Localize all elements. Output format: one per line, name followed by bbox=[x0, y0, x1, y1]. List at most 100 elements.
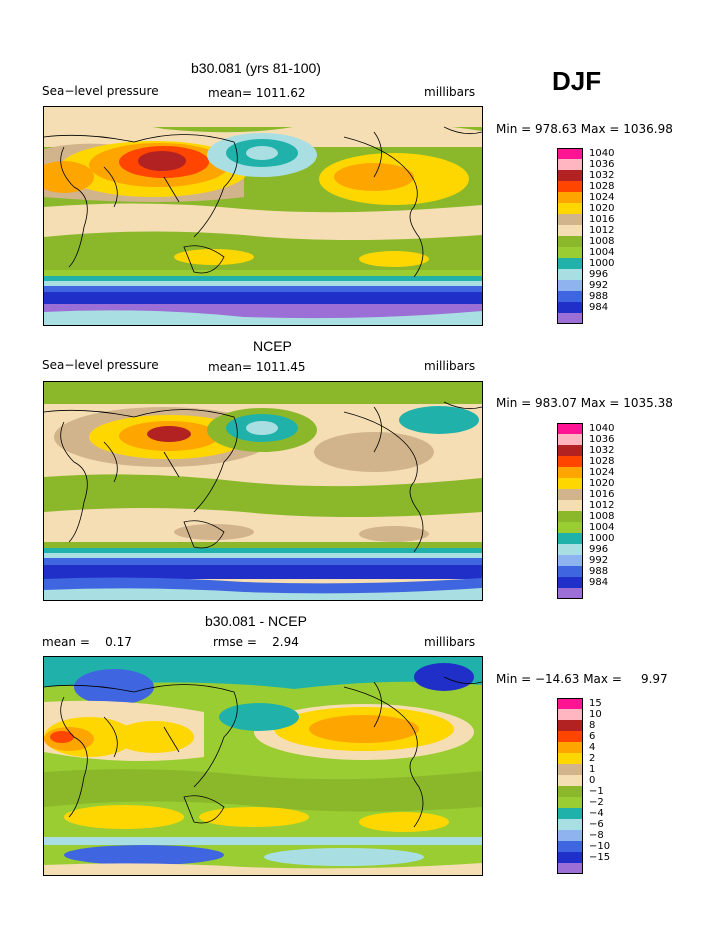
legend-label: −2 bbox=[589, 797, 604, 808]
legend-label: 1024 bbox=[589, 192, 615, 203]
legend-label: −8 bbox=[589, 830, 604, 841]
legend-swatch bbox=[557, 511, 583, 522]
legend-swatch bbox=[557, 445, 583, 456]
legend-label: 1036 bbox=[589, 159, 615, 170]
legend-row: 1028 bbox=[557, 181, 614, 192]
legend-row: −15 bbox=[557, 852, 610, 863]
legend-label: 1008 bbox=[589, 236, 615, 247]
legend-swatch bbox=[557, 456, 583, 467]
legend-row: −10 bbox=[557, 841, 610, 852]
legend-swatch bbox=[557, 489, 583, 500]
legend-swatch bbox=[557, 236, 583, 247]
legend-swatch bbox=[557, 192, 583, 203]
panel-2-s-high-2 bbox=[359, 526, 429, 542]
legend-swatch bbox=[557, 709, 583, 720]
legend-label: 15 bbox=[589, 698, 602, 709]
panel-2-asia-high-4 bbox=[147, 426, 191, 442]
legend-swatch bbox=[557, 269, 583, 280]
legend-label: 1004 bbox=[589, 522, 615, 533]
panel-1-band-s2 bbox=[44, 276, 482, 281]
legend-swatch bbox=[557, 841, 583, 852]
legend-row: 988 bbox=[557, 566, 614, 577]
legend-row: 1024 bbox=[557, 467, 614, 478]
legend-swatch bbox=[557, 819, 583, 830]
legend-swatch bbox=[557, 280, 583, 291]
legend-row: −6 bbox=[557, 819, 610, 830]
legend-row: 1012 bbox=[557, 500, 614, 511]
legend-label: 1020 bbox=[589, 203, 615, 214]
legend-label: 1 bbox=[589, 764, 596, 775]
panel-3-s-neg-1 bbox=[64, 845, 224, 865]
legend-swatch bbox=[557, 434, 583, 445]
legend-swatch bbox=[557, 214, 583, 225]
legend-row: 1 bbox=[557, 764, 610, 775]
panel-2-legend: 1040 1036 1032 1028 1024 1020 1016 1012 … bbox=[557, 423, 614, 599]
panel-3-minmax: Min = −14.63 Max = 9.97 bbox=[496, 672, 668, 686]
legend-swatch bbox=[557, 731, 583, 742]
legend-row: 4 bbox=[557, 742, 610, 753]
panel-2-units-label: millibars bbox=[424, 359, 476, 373]
panel-1-s-high-2 bbox=[359, 251, 429, 267]
panel-1-asia-high-4 bbox=[138, 151, 186, 171]
legend-row: 992 bbox=[557, 555, 614, 566]
legend-swatch bbox=[557, 786, 583, 797]
legend-swatch bbox=[557, 423, 583, 434]
panel-1-coastlines bbox=[44, 126, 482, 278]
legend-row: 1032 bbox=[557, 170, 614, 181]
legend-row: 1008 bbox=[557, 236, 614, 247]
legend-swatch bbox=[557, 742, 583, 753]
panel-1-subtrop-band bbox=[44, 203, 482, 240]
panel-2-map-svg bbox=[44, 382, 482, 600]
legend-label: 996 bbox=[589, 544, 609, 555]
legend-label: 10 bbox=[589, 709, 602, 720]
legend-label: 1028 bbox=[589, 181, 615, 192]
legend-swatch bbox=[557, 852, 583, 863]
legend-swatch bbox=[557, 753, 583, 764]
panel-3-coastlines bbox=[44, 676, 482, 828]
legend-label: 988 bbox=[589, 566, 609, 577]
panel-3-s-pos-2 bbox=[199, 807, 309, 827]
legend-swatch bbox=[557, 247, 583, 258]
legend-row: 988 bbox=[557, 291, 614, 302]
panel-1-units-label: millibars bbox=[424, 85, 476, 99]
legend-row: −2 bbox=[557, 797, 610, 808]
legend-swatch bbox=[557, 159, 583, 170]
legend-row: 1008 bbox=[557, 511, 614, 522]
panel-3-antarctic bbox=[44, 863, 482, 875]
panel-2-band-s5 bbox=[44, 565, 482, 579]
legend-row: 1040 bbox=[557, 423, 614, 434]
legend-swatch bbox=[557, 313, 583, 324]
legend-swatch bbox=[557, 544, 583, 555]
legend-row: 1004 bbox=[557, 247, 614, 258]
panel-1-map bbox=[43, 106, 483, 326]
legend-swatch bbox=[557, 467, 583, 478]
panel-3-title: b30.081 - NCEP bbox=[205, 613, 307, 629]
panel-1-legend: 1040 1036 1032 1028 1024 1020 1016 1012 … bbox=[557, 148, 614, 324]
legend-label: 6 bbox=[589, 731, 596, 742]
legend-swatch bbox=[557, 500, 583, 511]
panel-3-map bbox=[43, 656, 483, 876]
legend-label: 1028 bbox=[589, 456, 615, 467]
legend-swatch bbox=[557, 764, 583, 775]
legend-label: 4 bbox=[589, 742, 596, 753]
legend-swatch bbox=[557, 698, 583, 709]
panel-2-aleutian-low-3 bbox=[246, 421, 278, 435]
legend-row: 8 bbox=[557, 720, 610, 731]
panel-2-band-s3 bbox=[44, 553, 482, 558]
panel-3-mean-label: mean = 0.17 bbox=[42, 635, 132, 649]
panel-1-variable-label: Sea−level pressure bbox=[42, 84, 159, 98]
panel-1-band-s3 bbox=[44, 281, 482, 286]
legend-label: −10 bbox=[589, 841, 611, 852]
legend-row: 1000 bbox=[557, 258, 614, 269]
legend-swatch bbox=[557, 302, 583, 313]
legend-label: 8 bbox=[589, 720, 596, 731]
legend-row: 984 bbox=[557, 577, 614, 588]
legend-label: 988 bbox=[589, 291, 609, 302]
legend-swatch bbox=[557, 797, 583, 808]
legend-row: 1040 bbox=[557, 148, 614, 159]
legend-label: −6 bbox=[589, 819, 604, 830]
panel-2-band-s4 bbox=[44, 558, 482, 565]
legend-label: 1000 bbox=[589, 258, 615, 269]
panel-3-neg-1 bbox=[74, 669, 154, 705]
panel-1-minmax: Min = 978.63 Max = 1036.98 bbox=[496, 122, 673, 136]
